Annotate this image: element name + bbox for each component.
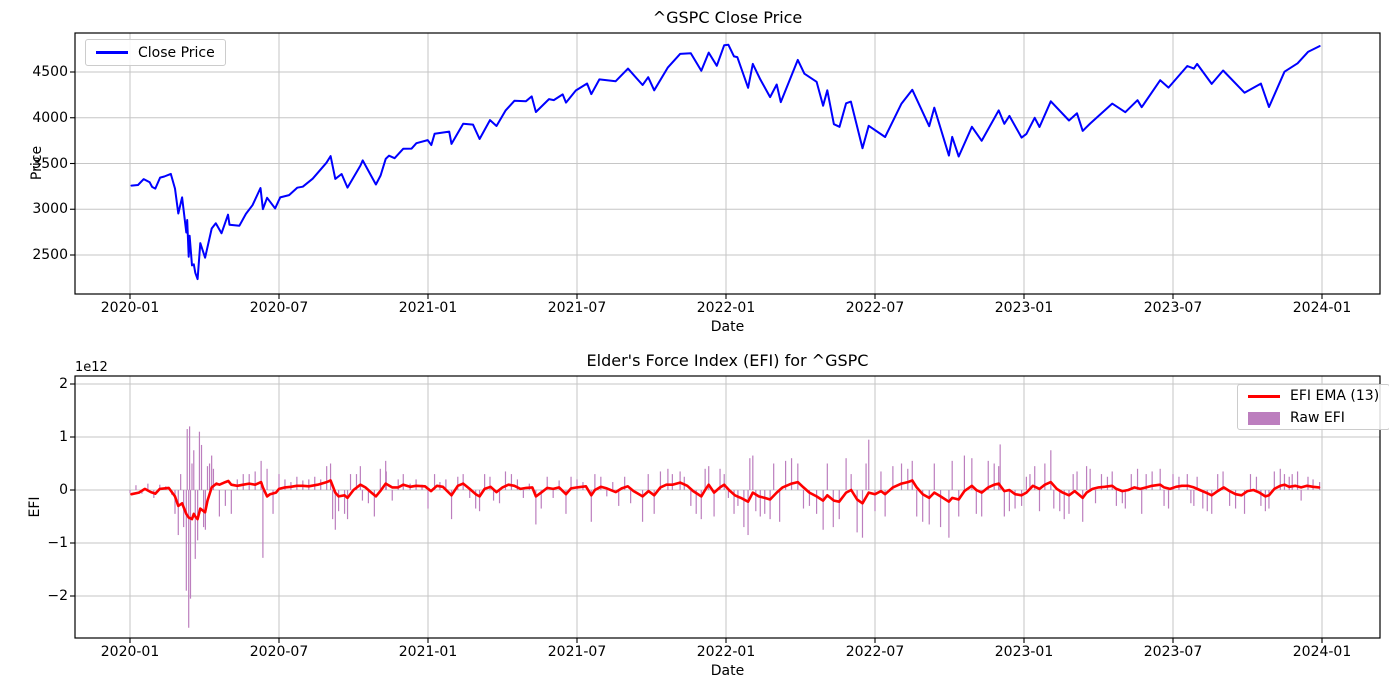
close-price-line-swatch bbox=[96, 51, 128, 54]
x-tick-label: 2022-07 bbox=[845, 644, 905, 660]
y-tick-label: 0 bbox=[59, 482, 68, 498]
x-tick-label: 2020-01 bbox=[100, 300, 160, 316]
price-xlabel: Date bbox=[710, 319, 745, 335]
x-tick-label: 2023-07 bbox=[1143, 300, 1203, 316]
plot-frame bbox=[74, 375, 1381, 639]
x-tick-label: 2020-07 bbox=[249, 300, 309, 316]
y-tick-label: 4000 bbox=[32, 109, 68, 126]
x-tick-label: 2020-07 bbox=[249, 644, 309, 660]
y-tick-label: 4500 bbox=[32, 64, 68, 80]
x-tick-label: 2022-01 bbox=[696, 644, 756, 660]
efi-chart-title: Elder's Force Index (EFI) for ^GSPC bbox=[586, 351, 869, 370]
efi-offset-text: 1e12 bbox=[75, 360, 108, 375]
legend-label: Raw EFI bbox=[1290, 410, 1345, 426]
y-tick-label: −1 bbox=[47, 535, 68, 551]
x-tick-label: 2024-01 bbox=[1292, 300, 1352, 316]
x-tick-label: 2022-01 bbox=[696, 300, 756, 316]
x-tick-label: 2023-01 bbox=[994, 644, 1054, 660]
x-tick-label: 2021-07 bbox=[547, 300, 607, 316]
legend-item-close-price: Close Price bbox=[96, 45, 215, 61]
y-tick-label: −2 bbox=[47, 588, 68, 604]
y-tick-label: 3000 bbox=[32, 201, 68, 218]
raw-efi-bars bbox=[129, 426, 1321, 628]
y-tick-label: 3500 bbox=[32, 155, 68, 172]
legend-item-raw-efi: Raw EFI bbox=[1248, 410, 1379, 426]
efi-legend: EFI EMA (13) Raw EFI bbox=[1237, 384, 1389, 430]
raw-efi-patch-swatch bbox=[1248, 411, 1280, 425]
efi-xlabel: Date bbox=[710, 663, 745, 679]
efi-ema-line bbox=[130, 479, 1321, 521]
x-tick-label: 2021-07 bbox=[547, 644, 607, 660]
x-tick-label: 2023-01 bbox=[994, 300, 1054, 316]
x-tick-label: 2021-01 bbox=[398, 300, 458, 316]
efi-ylabel: EFI bbox=[27, 496, 43, 518]
x-tick-label: 2021-01 bbox=[398, 644, 458, 660]
close-price-line bbox=[130, 43, 1321, 281]
x-tick-label: 2023-07 bbox=[1143, 644, 1203, 660]
price-chart-title: ^GSPC Close Price bbox=[652, 8, 803, 27]
legend-label: Close Price bbox=[138, 44, 215, 61]
x-tick-label: 2022-07 bbox=[845, 300, 905, 316]
price-legend: Close Price bbox=[85, 39, 226, 66]
y-tick-label: 1 bbox=[59, 429, 68, 445]
x-tick-label: 2024-01 bbox=[1292, 644, 1352, 660]
y-tick-label: 2 bbox=[59, 376, 68, 392]
legend-item-efi-ema: EFI EMA (13) bbox=[1248, 388, 1379, 404]
efi-plot-area bbox=[70, 375, 1381, 643]
efi-ema-line-swatch bbox=[1248, 394, 1280, 398]
legend-label: EFI EMA (13) bbox=[1290, 388, 1380, 404]
x-tick-label: 2020-01 bbox=[100, 644, 160, 660]
price-plot-area bbox=[70, 32, 1381, 299]
y-tick-label: 2500 bbox=[32, 247, 68, 263]
